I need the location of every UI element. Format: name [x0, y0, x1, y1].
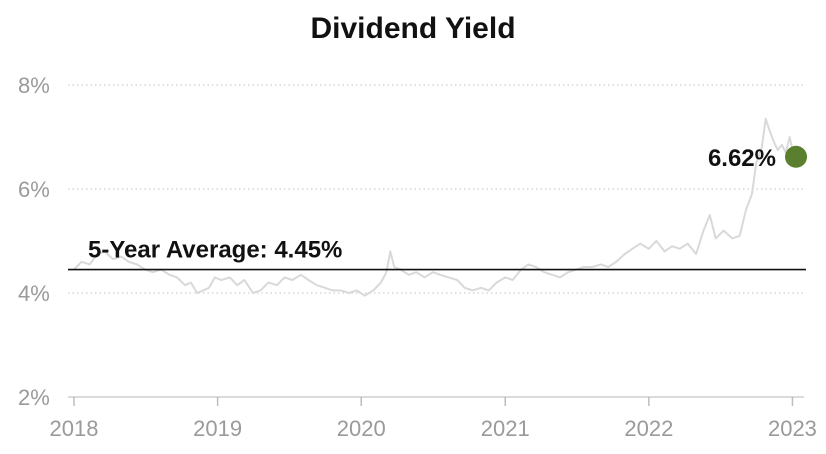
- x-tick-label: 2019: [193, 416, 242, 441]
- average-group: 5-Year Average: 4.45%: [68, 237, 806, 271]
- x-tick-label: 2022: [624, 416, 673, 441]
- dividend-yield-line: [73, 117, 797, 297]
- series-group: [73, 117, 797, 297]
- x-tick-label: 2023: [768, 416, 817, 441]
- last-value-group: 6.62%: [708, 145, 807, 172]
- x-tick-label: 2020: [337, 416, 386, 441]
- chart-title: Dividend Yield: [310, 12, 516, 45]
- y-axis-ticks: 2% 4% 6% 8%: [18, 73, 50, 410]
- x-tick-label: 2021: [481, 416, 530, 441]
- y-tick-label: 4%: [18, 281, 50, 306]
- y-tick-label: 2%: [18, 385, 50, 410]
- x-tick-label: 2018: [50, 416, 99, 441]
- latest-value-label: 6.62%: [708, 145, 776, 172]
- x-axis: 2018 2019 2020 2021 2022 2023: [50, 396, 817, 441]
- gridlines: [68, 84, 804, 294]
- y-tick-label: 6%: [18, 177, 50, 202]
- latest-value-dot: [785, 145, 807, 168]
- average-label: 5-Year Average: 4.45%: [88, 237, 342, 264]
- y-tick-label: 8%: [18, 73, 50, 98]
